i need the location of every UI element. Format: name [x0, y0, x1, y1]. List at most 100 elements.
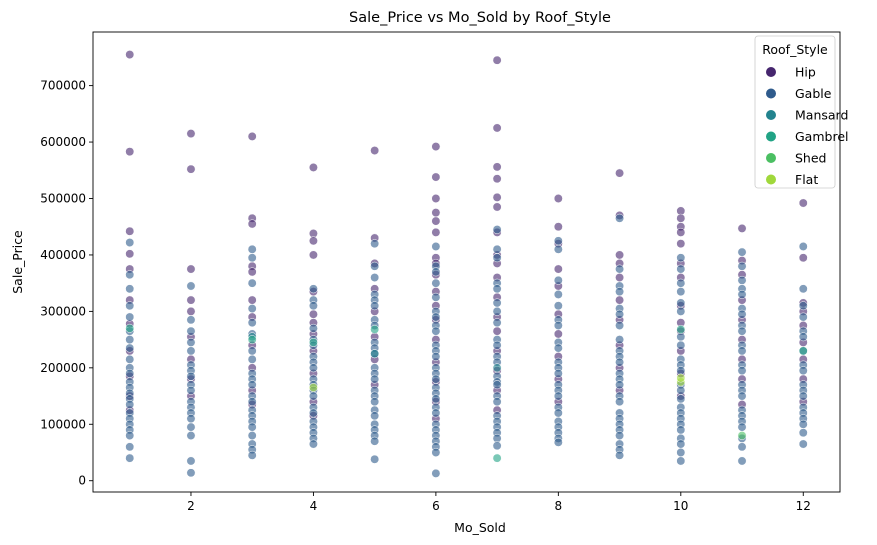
data-point-gable	[431, 242, 441, 251]
data-point-hip	[186, 264, 196, 274]
data-point-hip	[186, 306, 196, 316]
data-point-gable	[431, 448, 441, 457]
data-point-gable	[615, 264, 625, 274]
plot-frame	[92, 31, 841, 493]
data-point-hip	[492, 162, 502, 172]
data-point-gable	[492, 253, 502, 263]
data-point-gable	[737, 391, 747, 401]
data-point-gable	[737, 290, 747, 299]
data-point-gable	[615, 397, 625, 407]
legend-label: Flat	[795, 172, 818, 187]
data-point-gambrel	[308, 337, 318, 347]
data-point-gable	[615, 380, 625, 390]
data-point-gable	[247, 304, 257, 314]
legend-marker	[766, 110, 776, 120]
data-point-gable	[676, 448, 686, 457]
data-point-gable	[186, 337, 196, 347]
data-point-gable	[370, 301, 380, 311]
data-point-gable	[431, 352, 441, 361]
data-point-gable	[308, 439, 318, 449]
data-point-gable	[370, 454, 380, 464]
data-point-gable	[125, 270, 135, 280]
legend-marker	[766, 153, 776, 163]
data-point-gable	[247, 397, 257, 407]
data-point-gable	[125, 343, 135, 353]
data-point-gable	[553, 391, 563, 401]
data-point-hip	[615, 250, 625, 260]
legend-marker	[766, 88, 776, 99]
data-point-gable	[370, 374, 380, 384]
data-point-hip	[247, 219, 257, 229]
data-point-gable	[247, 380, 257, 390]
data-point-gable	[798, 419, 808, 429]
data-point-gable	[308, 363, 318, 373]
data-point-gable	[125, 301, 135, 311]
data-point-gable	[798, 332, 808, 342]
data-point-hip	[247, 267, 257, 277]
data-point-hip	[676, 213, 686, 223]
data-point-gable	[492, 340, 502, 350]
legend-items: Hip Gable Mansard Gambrel Shed Flat	[766, 65, 849, 187]
data-point-gable	[676, 385, 686, 395]
data-point-gable	[676, 306, 686, 316]
data-point-gable	[431, 292, 441, 302]
legend-label: Gable	[795, 86, 832, 101]
data-point-gable	[370, 397, 380, 407]
data-point-gable	[431, 278, 441, 288]
data-point-gable	[431, 408, 441, 418]
data-point-hip	[492, 55, 502, 65]
data-point-gable	[247, 346, 257, 356]
data-point-gable	[798, 366, 808, 376]
data-point-gable	[431, 267, 441, 277]
data-point-hip	[186, 295, 196, 305]
data-point-gable	[492, 441, 502, 451]
data-point-gable	[125, 369, 135, 378]
data-point-hip	[492, 192, 502, 202]
data-point-gable	[125, 284, 135, 294]
y-tick-label: 0	[78, 474, 86, 488]
x-tick-label: 2	[187, 499, 195, 513]
data-point-gable	[553, 244, 563, 254]
data-point-gable	[737, 326, 747, 336]
y-tick-label: 100000	[40, 417, 86, 431]
data-point-gable	[676, 425, 686, 435]
x-tick-label: 6	[432, 499, 440, 513]
data-point-gable	[247, 354, 257, 364]
data-point-gable	[492, 318, 502, 328]
data-point-gable	[186, 326, 196, 336]
data-point-gable	[798, 439, 808, 449]
data-point-gambrel	[247, 335, 257, 345]
data-point-gable	[737, 309, 747, 319]
data-point-shed	[737, 431, 747, 441]
data-point-gable	[247, 318, 257, 328]
data-point-gable	[186, 385, 196, 395]
data-point-gable	[125, 335, 135, 345]
data-point-hip	[125, 226, 135, 236]
data-point-gable	[737, 366, 747, 376]
data-point-gable	[186, 456, 196, 466]
y-tick-label: 600000	[40, 135, 86, 149]
data-point-gable	[615, 357, 625, 367]
data-point-gable	[553, 301, 563, 311]
data-point-hip	[553, 222, 563, 232]
data-point-gable	[186, 422, 196, 432]
data-point-gambrel	[676, 324, 686, 334]
legend-marker	[766, 174, 776, 185]
data-point-hip	[737, 223, 747, 233]
data-point-gable	[553, 343, 563, 353]
data-point-flat	[676, 373, 686, 383]
data-point-gable	[308, 408, 318, 418]
data-point-gable	[553, 369, 563, 378]
data-point-gable	[125, 238, 135, 247]
data-point-gable	[676, 340, 686, 350]
y-tick-label: 700000	[40, 79, 86, 93]
y-axis-label: Sale_Price	[10, 230, 25, 294]
data-point-gable	[186, 315, 196, 325]
data-point-hip	[308, 163, 318, 172]
data-point-gable	[492, 284, 502, 294]
x-tick-label: 4	[310, 499, 318, 513]
x-tick-label: 8	[555, 499, 563, 513]
data-point-gable	[492, 244, 502, 254]
data-point-gable	[186, 431, 196, 441]
